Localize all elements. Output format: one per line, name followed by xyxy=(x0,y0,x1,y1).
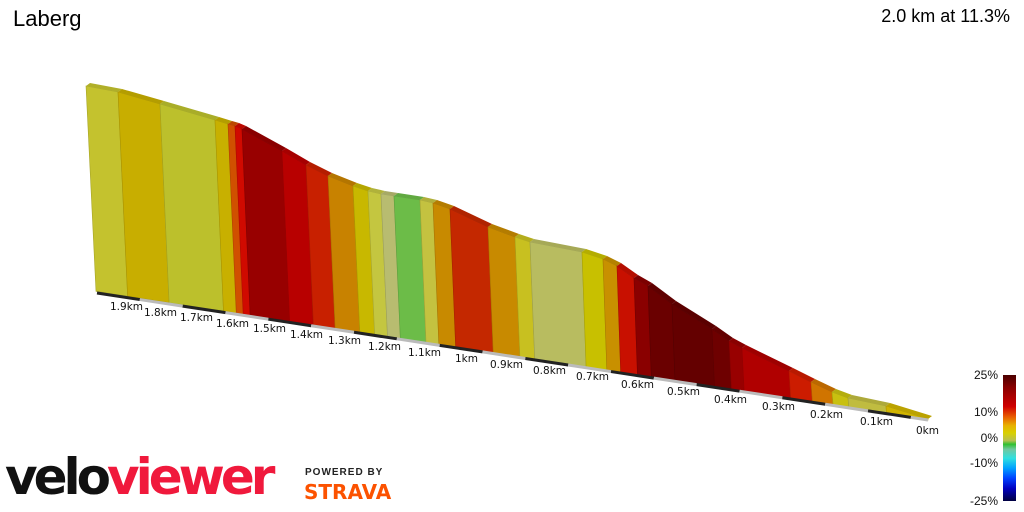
x-tick-label: 1.3km xyxy=(328,335,361,347)
band-top-edge xyxy=(228,121,239,126)
axis-strip-segment xyxy=(310,324,355,334)
gradient-band xyxy=(449,208,494,354)
band-top-edge xyxy=(306,162,332,176)
axis-strip-segment xyxy=(567,363,612,374)
axis-strip-segment xyxy=(96,291,141,302)
x-tick-label: 1.5km xyxy=(253,323,286,335)
band-top-edge xyxy=(648,283,676,304)
axis-strip-segment xyxy=(139,298,183,308)
band-top-edge xyxy=(488,224,519,237)
band-top-edge xyxy=(789,368,815,382)
band-top-edge xyxy=(118,89,164,104)
axis-strip-segment xyxy=(653,376,697,387)
axis-strip-segment xyxy=(910,415,929,422)
band-top-edge xyxy=(353,183,372,191)
band-top-edge xyxy=(235,123,246,129)
distance-axis: 1.9km 1.8km 1.7km 1.6km 1.5km 1.4km 1.3km 1.2km… xyxy=(96,291,939,437)
x-tick-label: 0.7km xyxy=(576,371,609,383)
x-tick-label: 0.9km xyxy=(490,359,523,371)
band-top-edge xyxy=(811,379,836,392)
x-tick-label: 0.4km xyxy=(714,394,747,406)
band-top-edge xyxy=(328,173,357,186)
axis-strip-segment xyxy=(225,311,269,321)
x-tick-label: 1.1km xyxy=(408,347,441,359)
axis-strip-segment xyxy=(696,383,740,393)
band-top-edge xyxy=(394,193,424,200)
band-top-edge xyxy=(832,389,852,398)
x-tick-label: 1.9km xyxy=(110,301,143,313)
band-top-edge xyxy=(672,301,716,329)
segment-title: Laberg xyxy=(13,6,82,31)
legend-tick: -25% xyxy=(969,494,998,508)
gradient-bands xyxy=(85,83,932,421)
band-top-edge xyxy=(515,234,534,242)
gradient-colorscale xyxy=(1003,375,1016,501)
x-tick-label: 1.6km xyxy=(216,318,249,330)
band-top-edge xyxy=(617,263,638,278)
band-top-edge xyxy=(886,403,932,419)
x-tick-label: 1km xyxy=(455,353,478,365)
legend-tick: 0% xyxy=(980,431,998,445)
band-top-edge xyxy=(603,256,621,266)
x-tick-label: 0.2km xyxy=(810,409,843,421)
legend-tick: 10% xyxy=(973,405,998,419)
band-top-edge xyxy=(848,395,890,406)
band-top-edge xyxy=(381,191,398,196)
band-top-edge xyxy=(582,249,607,259)
axis-strip-segment xyxy=(268,317,312,328)
powered-by-label: POWERED BY xyxy=(305,467,384,478)
band-top-edge xyxy=(712,326,733,341)
veloviewer-logo[interactable]: veloviewer xyxy=(5,452,275,502)
x-tick-label: 1.7km xyxy=(180,312,213,324)
x-tick-label: 1.4km xyxy=(290,329,323,341)
band-top-edge xyxy=(742,345,793,371)
axis-strip-segment xyxy=(482,350,526,360)
gradient-band xyxy=(529,241,587,368)
x-tick-label: 0.6km xyxy=(621,379,654,391)
band-top-edge xyxy=(729,338,746,348)
axis-strip-segment xyxy=(525,356,569,367)
band-top-edge xyxy=(86,83,122,92)
strava-logo[interactable]: STRAVA xyxy=(304,480,392,504)
legend-tick: -10% xyxy=(969,456,998,470)
x-tick-label: 0.1km xyxy=(860,416,893,428)
band-top-edge xyxy=(368,188,385,194)
band-top-edge xyxy=(242,126,286,151)
band-top-edge xyxy=(530,239,586,252)
band-top-edge xyxy=(433,200,454,209)
x-tick-label: 1.2km xyxy=(368,341,401,353)
logo-viewer: viewer xyxy=(107,448,275,506)
band-top-edge xyxy=(160,101,219,120)
x-tick-label: 0.8km xyxy=(533,365,566,377)
band-top-edge xyxy=(282,148,310,165)
segment-summary: 2.0 km at 11.3% xyxy=(881,6,1010,26)
axis-strip-segment xyxy=(396,337,440,347)
band-top-edge xyxy=(215,117,232,124)
x-tick-label: 0.3km xyxy=(762,401,795,413)
band-top-edge xyxy=(450,206,492,227)
axis-strip-segment xyxy=(182,304,226,315)
x-tick-label: 1.8km xyxy=(144,307,177,319)
gradient-legend: 25% 10% 0% -10% -25% xyxy=(960,368,1024,512)
axis-strip-segment xyxy=(739,389,783,400)
axis-strip-segment xyxy=(439,343,483,354)
axis-strip-segment xyxy=(867,409,912,419)
axis-strip-segment xyxy=(610,370,655,380)
axis-strip-segment xyxy=(782,396,826,406)
band-top-edge xyxy=(634,275,652,286)
x-tick-label: 0.5km xyxy=(667,386,700,398)
x-tick-label: 0km xyxy=(916,425,939,437)
legend-tick: 25% xyxy=(973,368,998,382)
axis-strip-segment xyxy=(353,330,398,341)
gradient-band xyxy=(159,103,224,312)
axis-strip-segment xyxy=(824,402,869,413)
band-top-edge xyxy=(420,197,437,203)
logo-velo: velo xyxy=(5,448,111,506)
